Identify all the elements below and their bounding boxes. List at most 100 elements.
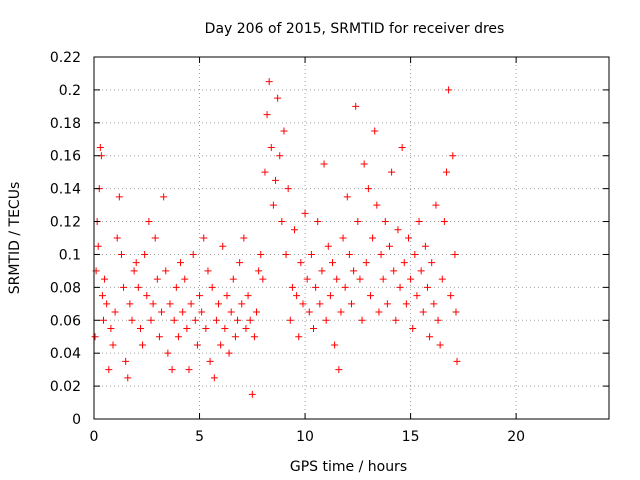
y-tick-label: 0.04 [50,346,81,362]
data-point [310,325,318,332]
data-point [212,316,220,324]
data-point [143,292,151,300]
data-point [295,333,303,341]
data-point [426,333,434,341]
data-point [181,275,189,283]
data-point [360,160,368,168]
data-point [223,292,231,300]
data-point [350,267,358,275]
data-point [91,333,99,341]
data-point [221,325,229,332]
data-point [117,250,125,258]
data-point [331,341,339,349]
data-point [141,250,149,258]
data-point [379,275,387,283]
y-tick-label: 0.02 [50,379,81,395]
data-point [244,292,252,300]
data-point [385,242,393,250]
x-tick-label: 20 [507,429,525,445]
data-point [259,275,267,283]
data-point [377,250,385,258]
data-point [177,259,185,267]
y-tick-label: 0.14 [50,182,81,198]
data-point [358,316,366,324]
data-point [263,111,271,119]
data-point [101,275,109,283]
data-point [248,390,256,398]
data-point [274,94,282,102]
data-point [337,308,345,316]
data-point [299,300,307,308]
data-point [113,234,121,242]
data-point [210,374,218,382]
data-point [436,341,444,349]
data-point [139,341,147,349]
data-point [242,325,250,332]
data-point [312,283,320,291]
data-point [383,300,391,308]
x-tick-label: 15 [402,429,420,445]
data-point [158,308,166,316]
data-point [215,300,223,308]
data-point [392,316,400,324]
data-point [109,341,117,349]
data-point [301,209,309,217]
data-point [356,275,364,283]
data-point [107,325,115,332]
data-point [417,267,425,275]
y-tick-label: 0.06 [50,313,81,329]
x-tick-label: 0 [90,429,99,445]
x-tick-label: 5 [195,429,204,445]
data-point [366,292,374,300]
x-axis-ticks: 0 5 10 15 20 [90,57,525,445]
data-point [320,160,328,168]
data-point [145,218,153,226]
data-point [282,250,290,258]
data-point [115,193,123,201]
data-point [322,316,330,324]
data-point [246,316,254,324]
data-point [333,275,341,283]
data-point [452,308,460,316]
data-point [453,357,461,365]
data-point [120,283,128,291]
data-point [105,366,113,374]
data-point [345,250,353,258]
data-point [187,300,195,308]
y-tick-label: 0.12 [50,215,81,231]
data-point [204,267,212,275]
data-point [343,193,351,201]
data-point [257,250,265,258]
data-point [147,316,155,324]
data-point [122,357,130,365]
data-point [284,185,292,193]
data-point [362,259,370,267]
y-tick-label: 0.08 [50,280,81,296]
data-point [280,127,288,135]
data-point [132,259,140,267]
chart-title: Day 206 of 2015, SRMTID for receiver dre… [205,21,505,37]
data-point [183,325,191,332]
data-point [128,316,136,324]
data-point [189,250,197,258]
data-point [267,144,275,151]
data-point [329,259,337,267]
data-point [153,275,161,283]
data-point [229,275,237,283]
data-point [130,267,138,275]
x-tick-label: 10 [296,429,314,445]
data-point [185,366,193,374]
data-point [261,168,269,176]
y-axis-ticks: 0 0.02 0.04 0.06 0.08 0.1 0.12 0.14 0.16 0.18 0.2 0… [50,50,609,428]
data-point [440,218,448,226]
data-point [206,357,214,365]
data-points [91,78,461,398]
data-point [240,234,248,242]
data-point [174,333,182,341]
data-point [442,168,450,176]
data-point [278,218,286,226]
data-point [373,201,381,209]
data-point [297,259,305,267]
data-point [305,308,313,316]
